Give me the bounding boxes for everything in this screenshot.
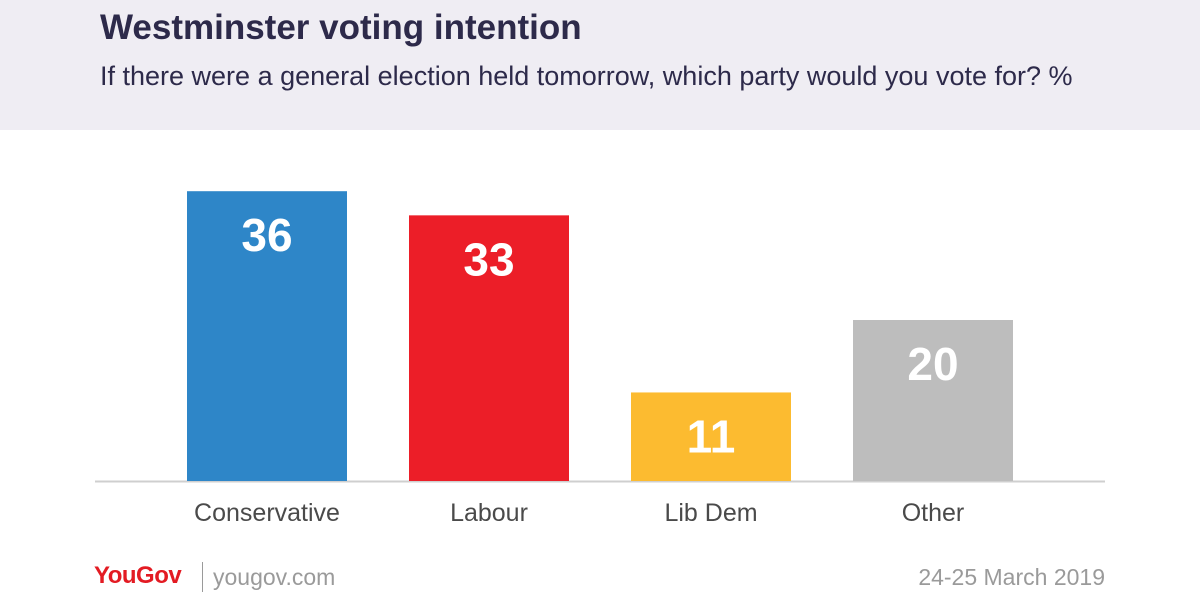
footer-divider — [202, 562, 203, 592]
value-label: 36 — [241, 209, 292, 261]
bar-other — [853, 320, 1013, 481]
category-label: Other — [902, 499, 965, 527]
header-banner: Westminster voting intention If there we… — [0, 0, 1200, 130]
category-label: Conservative — [194, 499, 340, 527]
footer-date: 24-25 March 2019 — [918, 564, 1105, 590]
value-label: 33 — [463, 233, 514, 285]
value-label: 20 — [907, 338, 958, 390]
value-label: 11 — [687, 410, 736, 462]
bar-labour — [409, 215, 569, 481]
yougov-logo: YouGov — [94, 562, 182, 589]
footer-url: yougov.com — [213, 564, 336, 590]
category-label: Labour — [450, 499, 528, 527]
chart-subtitle: If there were a general election held to… — [100, 61, 1073, 91]
category-label: Lib Dem — [664, 499, 757, 527]
chart-title: Westminster voting intention — [100, 8, 582, 47]
bar-conservative — [187, 191, 347, 481]
bar-lib-dem — [631, 392, 791, 481]
